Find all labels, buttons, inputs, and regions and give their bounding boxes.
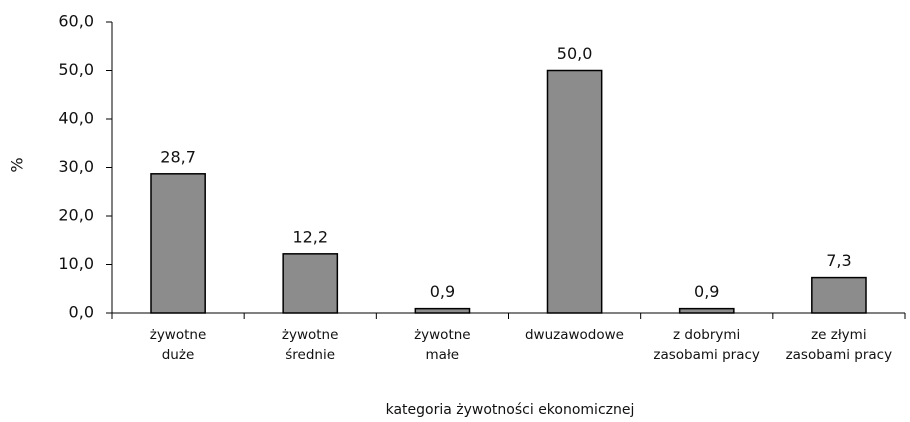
y-tick-label: 10,0: [58, 254, 94, 273]
bar: [811, 276, 867, 314]
y-axis-title: %: [8, 157, 27, 172]
data-label: 50,0: [557, 44, 593, 63]
x-tick-label: żywotne małe: [414, 327, 471, 363]
y-tick-label: 60,0: [58, 12, 94, 31]
x-tick-label: z dobrymi zasobami pracy: [653, 327, 760, 363]
bar: [282, 253, 339, 314]
data-label: 0,9: [694, 282, 719, 301]
x-tick-label: żywotne duże: [149, 327, 207, 363]
y-tick-label: 0,0: [69, 303, 94, 322]
x-tick-label: ze złymi zasobami pracy: [785, 327, 893, 363]
y-tick-label: 40,0: [58, 109, 94, 128]
data-label: 7,3: [826, 251, 851, 270]
y-tick-label: 50,0: [58, 60, 94, 79]
bar: [414, 307, 471, 314]
bar: [678, 307, 735, 314]
data-label: 28,7: [160, 147, 196, 166]
data-label: 0,9: [430, 282, 455, 301]
y-tick-label: 20,0: [58, 206, 94, 225]
bar: [150, 173, 206, 314]
x-axis-title: kategoria żywotności ekonomicznej: [386, 402, 635, 418]
data-label: 12,2: [292, 227, 328, 246]
x-tick-label: żywotne średnie: [281, 327, 339, 363]
y-tick-label: 30,0: [58, 157, 94, 176]
bar: [546, 69, 603, 314]
x-tick-label: dwuzawodowe: [524, 327, 624, 343]
